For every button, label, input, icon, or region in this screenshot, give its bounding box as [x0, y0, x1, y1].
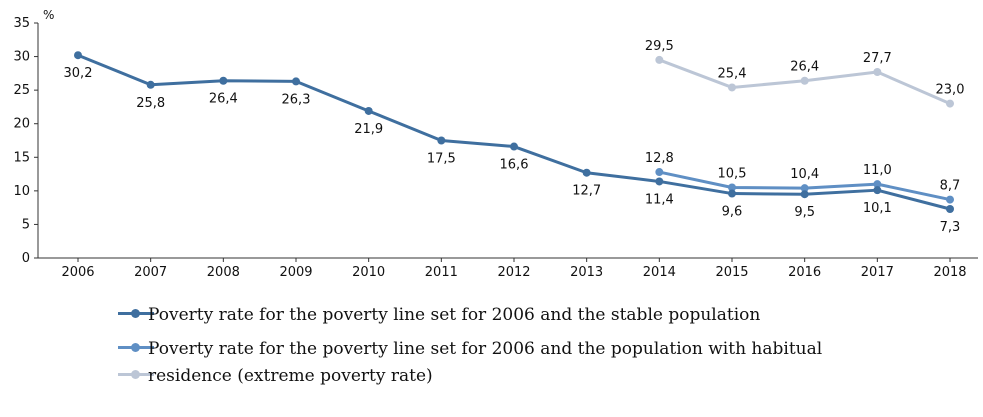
x-tick-label: 2016: [788, 265, 821, 280]
data-point: [800, 190, 809, 199]
y-tick-label: 5: [22, 217, 30, 232]
data-point: [873, 186, 882, 195]
legend-swatch-dot: [131, 343, 140, 352]
data-label: 29,5: [645, 39, 674, 54]
y-tick-label: 30: [13, 50, 30, 65]
legend-swatch-dot: [131, 370, 140, 379]
data-point: [655, 55, 664, 64]
data-point: [364, 106, 373, 115]
y-tick-label: 10: [13, 184, 30, 199]
data-label: 11,0: [863, 163, 892, 178]
data-labels: 30,2 25,8 26,4 26,3 21,9 17,5 16,6 12,7 11,4 9,6 9…: [64, 39, 965, 235]
data-label: 7,3: [940, 220, 961, 235]
x-tick-label: 2015: [715, 265, 748, 280]
data-label: 26,4: [790, 60, 819, 75]
x-tick-label: 2008: [207, 265, 240, 280]
data-label: 12,8: [645, 151, 674, 166]
data-label: 26,4: [209, 92, 238, 107]
data-label: 25,4: [718, 66, 747, 81]
data-point: [800, 76, 809, 85]
data-label: 12,7: [572, 184, 601, 199]
data-point: [582, 168, 591, 177]
data-label: 11,4: [645, 192, 674, 207]
data-point: [219, 76, 228, 85]
data-point: [292, 77, 300, 86]
data-label: 21,9: [354, 122, 383, 137]
data-label: 30,2: [64, 66, 93, 81]
data-label: 9,6: [722, 205, 743, 220]
y-tick-label: 25: [13, 83, 30, 98]
legend: Poverty rate for the poverty line set fo…: [118, 300, 918, 394]
axes: %: [37, 8, 978, 259]
x-tick-label: 2017: [861, 265, 894, 280]
legend-item-habitual: Poverty rate for the poverty line set fo…: [118, 334, 918, 394]
x-tick-label: 2018: [933, 265, 966, 280]
legend-swatch-dot: [131, 309, 140, 318]
y-tick-label: 15: [13, 150, 30, 165]
data-point: [146, 80, 155, 89]
data-label: 8,7: [940, 179, 961, 194]
y-ticks: 0 5 10 15 20 25 30 35: [13, 16, 38, 266]
data-point: [946, 99, 954, 108]
legend-item-stable: Poverty rate for the poverty line set fo…: [118, 300, 918, 334]
data-point: [728, 189, 736, 198]
x-tick-label: 2013: [570, 265, 603, 280]
y-tick-label: 20: [13, 117, 30, 132]
y-unit-label: %: [43, 8, 54, 22]
data-label: 10,5: [718, 167, 747, 182]
data-point: [873, 68, 882, 77]
series-layer: [74, 51, 954, 213]
data-label: 16,6: [500, 158, 529, 173]
data-point: [655, 168, 664, 177]
data-label: 26,3: [282, 92, 311, 107]
data-point: [728, 183, 736, 192]
legend-label: Poverty rate for the poverty line set fo…: [148, 305, 761, 325]
data-label: 23,0: [936, 83, 965, 98]
data-label: 17,5: [427, 152, 456, 167]
x-tick-label: 2006: [61, 265, 94, 280]
data-point: [510, 142, 518, 151]
data-point: [655, 177, 664, 186]
data-point: [873, 180, 882, 189]
legend-label: residence (extreme poverty rate): [148, 366, 433, 386]
x-tick-label: 2009: [279, 265, 312, 280]
data-label: 10,4: [790, 167, 819, 182]
x-tick-label: 2010: [352, 265, 385, 280]
data-label: 25,8: [136, 96, 165, 111]
x-tick-label: 2007: [134, 265, 167, 280]
data-label: 27,7: [863, 51, 892, 66]
x-ticks: 2006 2007 2008 2009 2010 2011 2012 2013 2014 2015…: [61, 258, 967, 280]
data-point: [437, 136, 446, 145]
data-label: 9,5: [794, 205, 815, 220]
y-tick-label: 0: [22, 251, 30, 266]
data-point: [74, 51, 82, 60]
y-tick-label: 35: [13, 16, 30, 31]
data-point: [728, 83, 736, 92]
poverty-rate-chart: % 0 5 10 15 20 25 30 35 2006 2007 2008 2009 2010 201…: [13, 8, 978, 280]
data-point: [946, 195, 954, 204]
x-tick-label: 2011: [425, 265, 458, 280]
data-point: [946, 204, 954, 213]
x-tick-label: 2014: [643, 265, 676, 280]
data-point: [800, 184, 809, 193]
legend-label: Poverty rate for the poverty line set fo…: [148, 339, 823, 359]
x-tick-label: 2012: [497, 265, 530, 280]
data-label: 10,1: [863, 201, 892, 216]
